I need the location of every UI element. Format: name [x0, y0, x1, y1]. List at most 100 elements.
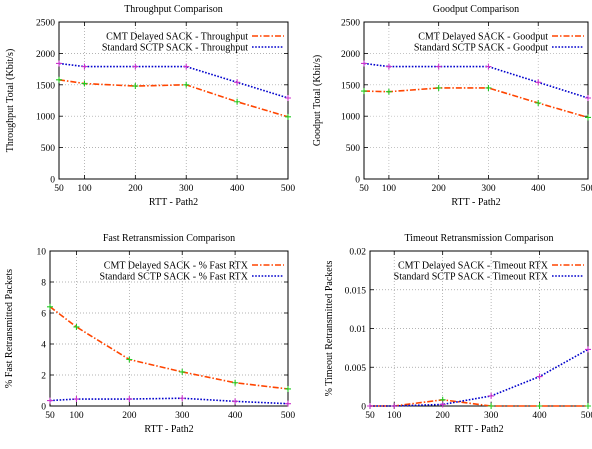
- chart-title: Throughput Comparison: [124, 4, 223, 15]
- y-tick-label: 4: [41, 341, 46, 351]
- x-tick-label: 400: [532, 411, 547, 421]
- plot-frame: [49, 250, 289, 407]
- data-point: [285, 113, 291, 120]
- data-point: [126, 396, 133, 403]
- data-point: [285, 385, 291, 392]
- y-tick-label: 1500: [341, 81, 360, 91]
- data-point: [179, 395, 186, 402]
- data-point: [488, 392, 495, 399]
- data-point: [367, 403, 373, 409]
- y-tick-label: 0: [50, 176, 55, 186]
- x-axis-label: RTT - Path2: [149, 197, 198, 208]
- x-tick-label: 100: [77, 184, 92, 194]
- y-axis-label: % Fast Retransmitted Packets: [4, 269, 15, 388]
- legend-label: CMT Delayed SACK - Timeout RTX: [398, 261, 549, 272]
- data-point: [81, 80, 88, 87]
- data-point: [179, 368, 186, 375]
- data-point: [47, 397, 53, 404]
- data-point: [536, 373, 543, 380]
- chart-4: Timeout Retransmission Comparison 50 100 20…: [324, 233, 592, 435]
- data-point: [56, 76, 62, 83]
- series-line-1: [363, 87, 589, 119]
- x-tick-label: 500: [581, 411, 592, 421]
- data-point: [535, 100, 542, 107]
- y-tick-label: 2500: [341, 19, 360, 29]
- data-point: [435, 63, 442, 70]
- y-tick-label: 2: [41, 372, 46, 382]
- data-point: [585, 94, 591, 101]
- y-tick-label: 8: [41, 279, 46, 289]
- y-tick-label: 0: [41, 403, 46, 413]
- data-point: [73, 396, 80, 403]
- x-tick-label: 200: [436, 411, 451, 421]
- legend-label: Standard SCTP SACK - % Fast RTX: [100, 272, 249, 283]
- legend-label: CMT Delayed SACK - Throughput: [106, 32, 248, 43]
- x-axis-label: RTT - Path2: [454, 424, 503, 435]
- y-tick-label: 0.005: [345, 364, 367, 374]
- x-tick-label: 300: [175, 411, 190, 421]
- data-point: [535, 79, 542, 86]
- data-point: [47, 303, 53, 310]
- x-tick-label: 500: [281, 184, 296, 194]
- x-tick-label: 500: [281, 411, 296, 421]
- y-axis-label: Goodput Total (Kbit/s): [312, 55, 323, 146]
- y-tick-label: 10: [37, 248, 47, 258]
- data-point: [183, 63, 190, 70]
- data-point: [285, 94, 291, 101]
- y-tick-label: 0.02: [349, 248, 366, 258]
- data-point: [385, 88, 392, 95]
- data-point: [234, 79, 241, 86]
- data-point: [385, 63, 392, 70]
- series-line-2: [58, 62, 289, 99]
- y-axis-label: % Timeout Retransmitted Packets: [324, 260, 335, 396]
- data-point: [439, 401, 446, 408]
- x-axis-label: RTT - Path2: [451, 197, 500, 208]
- y-tick-label: 1000: [341, 113, 360, 123]
- data-point: [361, 60, 367, 67]
- data-point: [285, 400, 291, 407]
- data-point: [485, 63, 492, 70]
- x-tick-label: 400: [230, 184, 245, 194]
- chart-title: Goodput Comparison: [433, 4, 519, 15]
- x-tick-label: 50: [359, 184, 369, 194]
- x-tick-label: 200: [432, 184, 447, 194]
- data-point: [132, 83, 139, 90]
- x-tick-label: 200: [128, 184, 143, 194]
- x-tick-label: 500: [581, 184, 592, 194]
- y-axis-label: Throughput Total (Kbit/s): [5, 49, 16, 153]
- y-tick-label: 1000: [36, 113, 55, 123]
- x-tick-label: 400: [228, 411, 243, 421]
- y-tick-label: 0.01: [349, 325, 366, 335]
- series-line-1: [58, 78, 289, 118]
- legend-label: CMT Delayed SACK - Goodput: [418, 32, 548, 43]
- legend-label: Standard SCTP SACK - Goodput: [414, 43, 548, 54]
- x-tick-label: 300: [484, 411, 499, 421]
- data-point: [183, 81, 190, 88]
- data-point: [485, 84, 492, 91]
- data-point: [391, 403, 398, 409]
- y-tick-label: 2000: [341, 50, 360, 60]
- series-line-2: [370, 348, 589, 407]
- x-tick-label: 200: [122, 411, 137, 421]
- y-tick-label: 1500: [36, 81, 55, 91]
- chart-2: Goodput Comparison 50 100 200 300 400 500 0 500 1…: [312, 4, 592, 208]
- data-point: [536, 403, 543, 409]
- x-tick-label: 100: [382, 184, 397, 194]
- x-axis-label: RTT - Path2: [144, 424, 193, 435]
- data-point: [56, 60, 62, 67]
- series-line-2: [363, 62, 589, 99]
- data-point: [488, 403, 495, 409]
- data-point: [132, 63, 139, 70]
- x-tick-label: 50: [365, 411, 375, 421]
- x-tick-label: 300: [481, 184, 496, 194]
- y-tick-label: 0: [361, 403, 366, 413]
- x-tick-label: 300: [179, 184, 194, 194]
- data-point: [585, 346, 591, 353]
- data-point: [232, 379, 239, 386]
- x-tick-label: 400: [531, 184, 546, 194]
- x-tick-label: 100: [69, 411, 84, 421]
- chart-title: Timeout Retransmission Comparison: [404, 233, 553, 244]
- x-tick-label: 50: [45, 411, 55, 421]
